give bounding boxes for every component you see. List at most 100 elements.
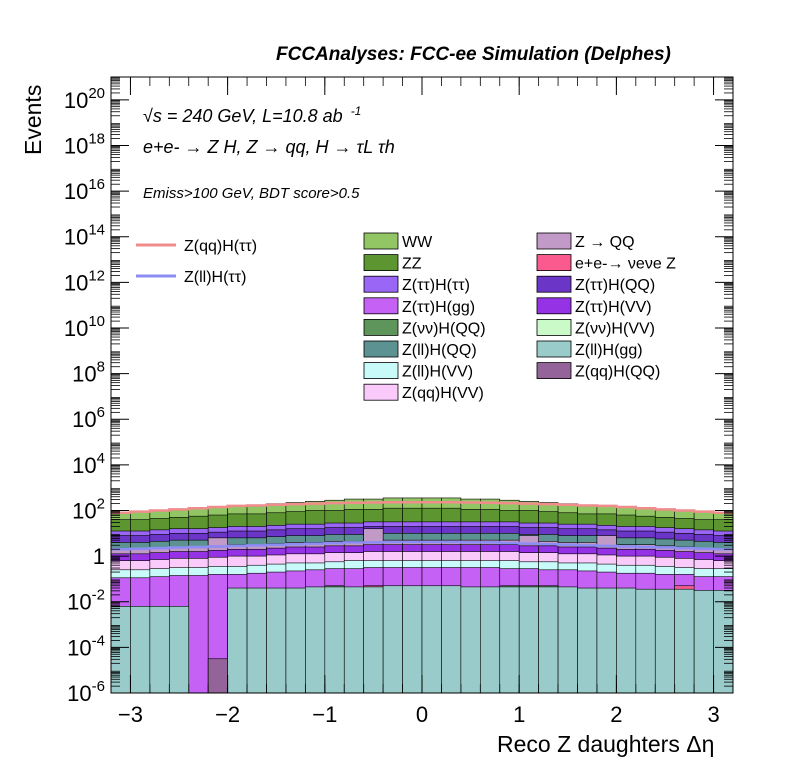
y-tick-label-exponent: 10	[88, 313, 105, 330]
chart-title: FCCAnalyses: FCC-ee Simulation (Delphes)	[276, 44, 671, 65]
legend-label-4: Z(ττ)H(ττ)	[402, 277, 470, 294]
x-tick-label-3: 3	[707, 702, 719, 727]
bar-ZllHgg-31	[713, 590, 734, 694]
annotation-selection: Emiss>100 GeV, BDT score>0.5	[143, 185, 360, 202]
bar-ZllHgg-15	[402, 585, 423, 694]
legend-line-label-1: Z(ll)H(ττ)	[184, 269, 246, 286]
legend-swatch-14	[363, 383, 399, 401]
y-tick-label-12: 1012	[64, 267, 105, 295]
x-tick-label-1: 1	[513, 702, 525, 727]
legend-swatch-2	[363, 254, 399, 272]
y-tick-label-20: 1020	[64, 85, 105, 113]
annotation-energy-lumi: √s = 240 GeV, L=10.8 ab -1	[143, 104, 361, 127]
bar-ZllHgg-24	[577, 587, 598, 694]
y-tick-label-base: 10	[72, 498, 96, 523]
bar-ZllHgg-1	[130, 606, 151, 694]
legend-label-3: e+e-→ νeνe Z	[575, 256, 676, 273]
bar-ZllHgg-9	[285, 587, 306, 694]
y-tick-label-base: 10	[67, 681, 91, 706]
bar-ZllHgg-29	[674, 588, 695, 694]
bar-ZllHgg-6	[227, 587, 248, 694]
bar-ZllHgg-17	[441, 585, 462, 694]
legend-label-1: Z → QQ	[575, 234, 635, 251]
axes: 10-610-410-21102104106108101010121014101…	[64, 76, 734, 727]
y-tick-label-exponent: 8	[97, 359, 105, 376]
bar-ZllHgg-13	[363, 586, 384, 694]
y-tick-label-base: 10	[64, 88, 88, 113]
y-tick-label-14: 1014	[64, 222, 105, 250]
line-series-ZllHtt	[111, 540, 733, 551]
bar-ZllHgg-10	[305, 586, 326, 694]
x-tick-label-0: 0	[416, 702, 428, 727]
legend-swatch-8	[363, 318, 399, 336]
bar-ZllHgg-8	[266, 587, 287, 694]
y-tick-label-exponent: -6	[92, 678, 105, 695]
bar-ZllHgg-21	[518, 586, 539, 694]
legend-label-8: Z(νν)H(QQ)	[402, 320, 486, 337]
legend-swatch-9	[536, 318, 572, 336]
bar-ZllHgg-22	[538, 586, 559, 694]
bar-ZllHgg-27	[635, 588, 656, 694]
bar-ZllHgg-26	[616, 587, 637, 694]
bar-ZllHgg-3	[169, 606, 190, 694]
y-tick-label-base: 10	[72, 453, 96, 478]
legend-swatch-1	[536, 232, 572, 250]
y-tick-label-base: 10	[67, 635, 91, 660]
legend-label-9: Z(νν)H(VV)	[575, 320, 655, 337]
y-tick-label-exponent: 20	[88, 85, 105, 102]
line-series-ZqqHtt	[111, 501, 733, 515]
bar-ZllHgg-11	[324, 586, 345, 694]
x-axis-title: Reco Z daughters Δη	[497, 731, 715, 757]
legend-label-13: Z(qq)H(QQ)	[575, 364, 660, 381]
legend-swatch-3	[536, 254, 572, 272]
legend-label-5: Z(ττ)H(QQ)	[575, 277, 655, 294]
bar-ZllHgg-12	[343, 586, 364, 694]
bar-ZllHgg-18	[460, 586, 481, 694]
legend-line-label-0: Z(qq)H(ττ)	[184, 238, 257, 255]
bar-ZqqHQQ-5	[207, 658, 228, 694]
bar-ZllHgg-28	[654, 588, 675, 694]
y-tick-label-16: 1016	[64, 176, 105, 204]
y-tick-label-4: 104	[72, 450, 105, 478]
y-tick-label--4: 10-4	[67, 632, 105, 660]
y-tick-label-exponent: 12	[88, 267, 105, 284]
x-tick-label--2: −2	[215, 702, 240, 727]
legend-swatch-13	[536, 362, 572, 380]
y-tick-label-exponent: 4	[97, 450, 105, 467]
bar-ZllHgg-19	[480, 586, 501, 694]
legend-label-6: Z(ττ)H(gg)	[402, 299, 475, 316]
bar-ZllHgg-30	[693, 590, 714, 694]
legend-swatch-7	[536, 297, 572, 315]
y-tick-label-base: 10	[64, 133, 88, 158]
bar-ZllHgg-14	[382, 585, 403, 694]
legend-swatch-4	[363, 275, 399, 293]
annotation-lumi-exponent: -1	[350, 104, 362, 118]
y-tick-label-exponent: 16	[88, 176, 105, 193]
legend-swatch-12	[363, 362, 399, 380]
y-tick-label-6: 106	[72, 404, 105, 432]
legend-swatch-6	[363, 297, 399, 315]
legend-swatch-0	[363, 232, 399, 250]
legend-label-2: ZZ	[402, 256, 422, 273]
y-tick-label--6: 10-6	[67, 678, 105, 706]
y-axis-title: Events	[20, 84, 46, 155]
y-tick-label-8: 108	[72, 359, 105, 387]
y-tick-label-base: 10	[72, 407, 96, 432]
y-tick-label-exponent: -2	[92, 587, 105, 604]
bar-ZllHgg-7	[246, 587, 267, 694]
y-tick-label-base: 10	[64, 316, 88, 341]
y-tick-label-base: 10	[64, 225, 88, 250]
y-tick-label-base: 10	[72, 362, 96, 387]
y-tick-label-base: 10	[64, 179, 88, 204]
y-tick-label-0: 1	[93, 544, 105, 569]
bar-ZllHgg-25	[596, 587, 617, 694]
y-tick-label--2: 10-2	[67, 587, 105, 615]
plot-area	[110, 497, 734, 694]
annotation-process: e+e- → Z H, Z → qq, H → τL τh	[143, 137, 395, 157]
y-tick-label-10: 1010	[64, 313, 105, 341]
legend-label-7: Z(ττ)H(VV)	[575, 299, 652, 316]
y-tick-label-exponent: 6	[97, 404, 105, 421]
legend-swatch-10	[363, 340, 399, 358]
legend-swatch-5	[536, 275, 572, 293]
y-tick-label-2: 102	[72, 495, 105, 523]
